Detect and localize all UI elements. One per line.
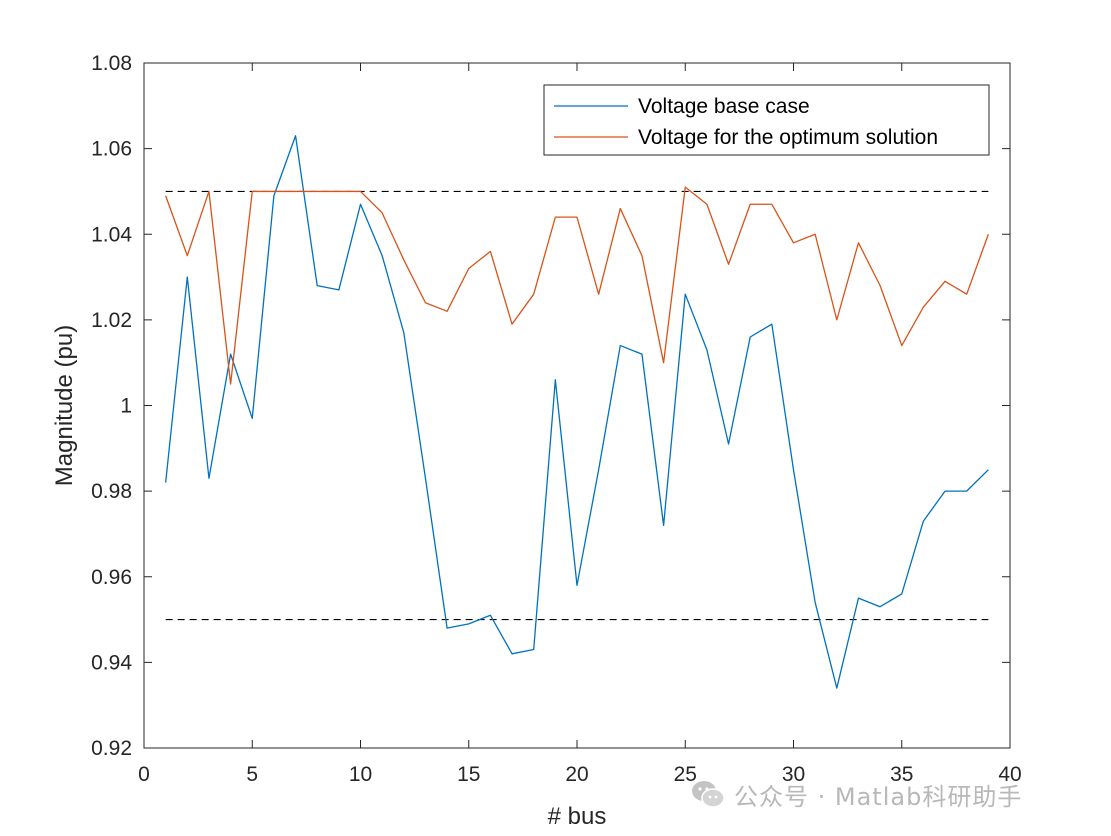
y-tick-label: 1.04 xyxy=(91,223,132,246)
ticks: 0 5 10 15 20 25 30 35 40 0.92 0.94 0.96 0.98 1 1.02 1.0… xyxy=(91,52,1022,786)
x-tick-label: 40 xyxy=(998,763,1021,786)
legend: Voltage base case Voltage for the optimum… xyxy=(543,84,990,156)
series-line-0 xyxy=(165,135,989,689)
legend-label-0: Voltage base case xyxy=(638,95,810,118)
y-tick-label: 0.98 xyxy=(91,480,132,503)
data-series xyxy=(165,135,989,689)
y-tick-label: 1.06 xyxy=(91,138,132,161)
y-axis-label: Magnitude (pu) xyxy=(51,325,78,486)
watermark-text: 公众号 · Matlab科研助手 xyxy=(734,782,1023,811)
y-tick-label: 1 xyxy=(120,395,132,418)
x-tick-label: 5 xyxy=(246,763,258,786)
y-tick-label: 0.96 xyxy=(91,566,132,589)
x-tick-label: 20 xyxy=(565,763,588,786)
y-tick-label: 1.08 xyxy=(91,52,132,75)
series-line-1 xyxy=(165,186,989,385)
x-axis-label: # bus xyxy=(548,803,607,830)
y-tick-label: 0.94 xyxy=(91,651,132,674)
x-tick-label: 0 xyxy=(138,763,150,786)
wechat-icon xyxy=(692,781,725,808)
legend-box xyxy=(543,84,990,156)
plot-background xyxy=(144,63,1010,748)
x-tick-label: 35 xyxy=(890,763,913,786)
y-tick-label: 0.92 xyxy=(91,737,132,760)
plot-area xyxy=(144,63,1010,748)
x-tick-label: 25 xyxy=(674,763,697,786)
x-tick-label: 30 xyxy=(782,763,805,786)
x-tick-label: 10 xyxy=(349,763,372,786)
y-tick-label: 1.02 xyxy=(91,309,132,332)
watermark: 公众号 · Matlab科研助手 xyxy=(690,776,1022,812)
legend-label-1: Voltage for the optimum solution xyxy=(638,126,938,149)
x-tick-label: 15 xyxy=(457,763,480,786)
